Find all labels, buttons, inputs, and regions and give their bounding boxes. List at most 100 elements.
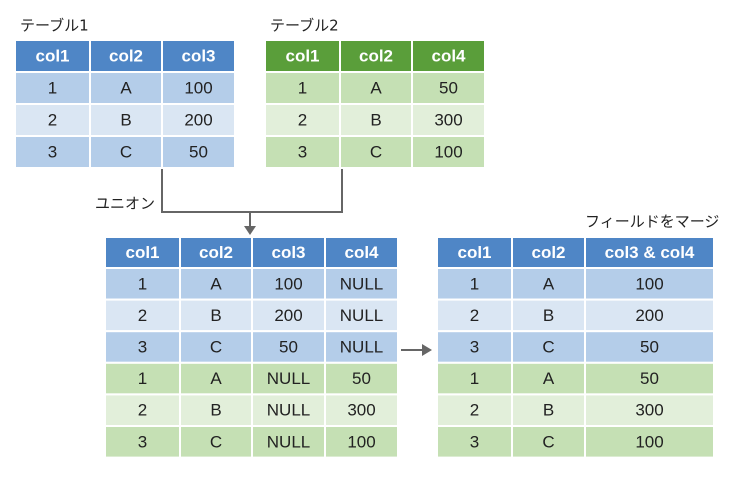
column-header: col2 xyxy=(109,46,143,65)
cell: NULL xyxy=(340,274,383,293)
cell-bg xyxy=(411,135,486,169)
cell: 3 xyxy=(470,432,479,451)
cell: 50 xyxy=(439,78,458,97)
cell-bg xyxy=(436,425,513,459)
cell: 1 xyxy=(298,78,307,97)
header-cell xyxy=(161,39,236,73)
cell: B xyxy=(120,110,131,129)
cell: 200 xyxy=(184,110,212,129)
cell: 50 xyxy=(640,337,659,356)
cell: A xyxy=(120,78,132,97)
cell: C xyxy=(210,337,222,356)
cell: 300 xyxy=(434,110,462,129)
column-header: col2 xyxy=(359,46,393,65)
cell-bg xyxy=(14,103,91,137)
cell-bg xyxy=(436,361,513,396)
cell: 1 xyxy=(470,369,479,388)
cell: B xyxy=(210,401,221,420)
cell: 3 xyxy=(470,337,479,356)
cell: 50 xyxy=(352,369,371,388)
table-title: フィールドをマージ xyxy=(585,213,719,231)
cell-bg xyxy=(411,71,486,105)
cell-bg xyxy=(14,135,91,169)
cell: 3 xyxy=(138,337,147,356)
cell: B xyxy=(370,110,381,129)
cell: 200 xyxy=(635,306,663,325)
cell: A xyxy=(370,78,382,97)
merge-arrowhead xyxy=(422,344,432,356)
column-header: col3 xyxy=(271,243,305,262)
column-header: col2 xyxy=(199,243,233,262)
cell: 1 xyxy=(48,78,57,97)
cell-bg xyxy=(324,361,399,396)
cell: C xyxy=(542,432,554,451)
cell-bg xyxy=(339,135,413,169)
header-cell xyxy=(179,236,253,269)
cell-bg xyxy=(324,393,399,427)
cell-bg xyxy=(584,330,715,364)
column-header: col4 xyxy=(344,243,379,262)
header-cell xyxy=(436,236,513,269)
cell: 100 xyxy=(635,432,663,451)
header-cell xyxy=(584,236,715,269)
cell: C xyxy=(120,142,132,161)
table-title: テーブル1 xyxy=(20,17,89,35)
cell-bg xyxy=(584,393,715,427)
cell-bg xyxy=(436,267,513,301)
cell: 2 xyxy=(470,306,479,325)
cell: A xyxy=(210,274,222,293)
cell-bg xyxy=(104,298,181,333)
cell: B xyxy=(543,401,554,420)
cell-bg xyxy=(179,330,253,364)
cell: A xyxy=(543,369,555,388)
cell: NULL xyxy=(267,401,310,420)
cell: 3 xyxy=(298,142,307,161)
cell: 3 xyxy=(138,432,147,451)
cell-bg xyxy=(584,361,715,396)
cell-bg xyxy=(411,103,486,137)
cell: 1 xyxy=(138,274,147,293)
cell-bg xyxy=(339,103,413,137)
cell: 100 xyxy=(434,142,462,161)
cell: C xyxy=(542,337,554,356)
cell-bg xyxy=(584,298,715,333)
cell: 100 xyxy=(347,432,375,451)
cell-bg xyxy=(251,267,326,301)
cell: 100 xyxy=(184,78,212,97)
cell-bg xyxy=(251,298,326,333)
cell: NULL xyxy=(267,369,310,388)
cell: 2 xyxy=(48,110,57,129)
header-cell xyxy=(339,39,413,73)
cell-bg xyxy=(89,135,163,169)
cell: 2 xyxy=(470,401,479,420)
cell: 1 xyxy=(470,274,479,293)
cell: 300 xyxy=(635,401,663,420)
cell: A xyxy=(543,274,555,293)
column-header: col2 xyxy=(531,243,565,262)
cell: B xyxy=(210,306,221,325)
cell: 2 xyxy=(138,306,147,325)
union-arrowhead xyxy=(244,226,256,235)
cell-bg xyxy=(104,361,181,396)
cell: 50 xyxy=(189,142,208,161)
cell: 1 xyxy=(138,369,147,388)
cell: 200 xyxy=(274,306,302,325)
cell-bg xyxy=(324,425,399,459)
cell-bg xyxy=(324,298,399,333)
table-title: ユニオン xyxy=(95,195,155,213)
cell-bg xyxy=(179,393,253,427)
cell-bg xyxy=(511,298,586,333)
cell-bg xyxy=(436,298,513,333)
cell: 2 xyxy=(298,110,307,129)
column-header: col3 & col4 xyxy=(605,243,695,262)
cell: NULL xyxy=(340,306,383,325)
cell-bg xyxy=(161,135,236,169)
cell: 50 xyxy=(640,369,659,388)
cell-bg xyxy=(584,425,715,459)
table-title: テーブル2 xyxy=(270,17,339,35)
cell-bg xyxy=(161,71,236,105)
cell: 2 xyxy=(138,401,147,420)
cell: NULL xyxy=(340,337,383,356)
cell-bg xyxy=(511,330,586,364)
